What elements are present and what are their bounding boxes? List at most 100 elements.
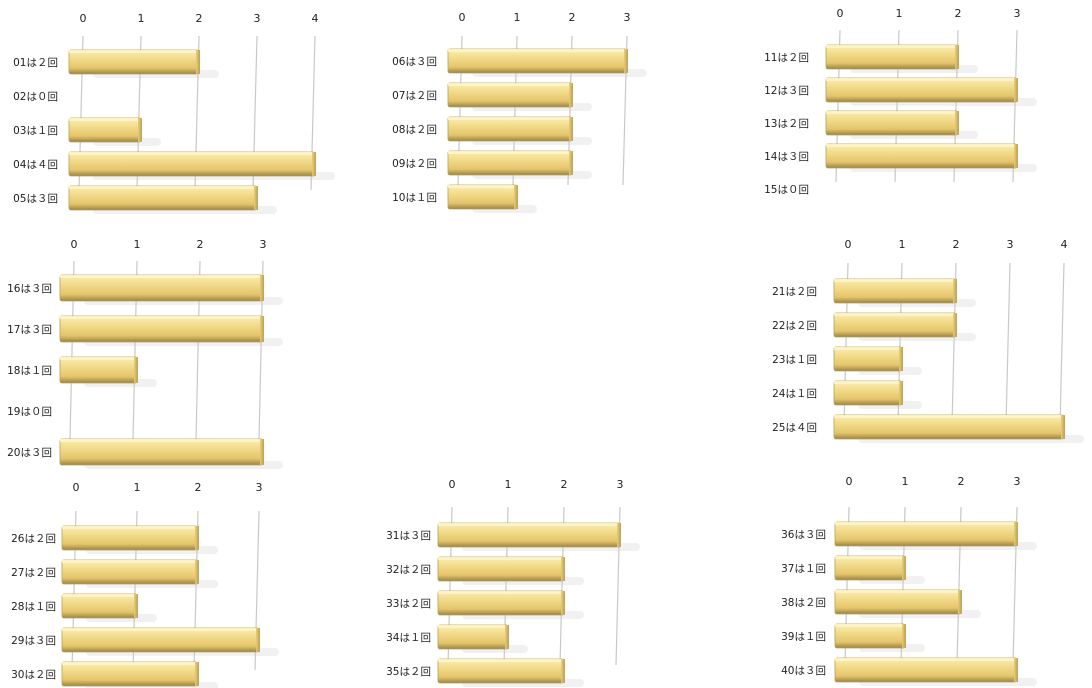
bar-body <box>447 184 518 210</box>
bar-chart-8: 0 1 2 3 36は３回 37は１回 38は２回 39は１回 40は３回 <box>781 475 1037 686</box>
category-label: 10は１回 <box>392 192 437 204</box>
category-label: 37は１回 <box>781 563 826 575</box>
tick-label: 1 <box>134 238 141 251</box>
bar <box>833 312 957 338</box>
bar-end-cap <box>134 357 138 383</box>
category-label: 18は１回 <box>7 365 52 377</box>
bar-body <box>825 77 1018 103</box>
bar-highlight <box>834 381 902 384</box>
bar-end-cap <box>561 591 565 615</box>
bar-highlight <box>60 357 137 360</box>
bar <box>68 151 316 177</box>
bar-body <box>59 356 138 384</box>
bar-highlight <box>834 279 956 282</box>
bar <box>833 380 903 406</box>
bar-body <box>68 151 316 177</box>
bar-highlight <box>448 83 572 86</box>
bar-body <box>833 380 903 406</box>
bar-end-cap <box>514 185 518 209</box>
tick-label: 2 <box>569 11 576 24</box>
bar-end-cap <box>955 45 959 69</box>
bar-body <box>61 525 199 551</box>
bar <box>68 49 200 75</box>
bar-body <box>437 590 565 616</box>
bar-end-cap <box>260 275 264 301</box>
category-label: 16は３回 <box>7 283 52 295</box>
tick-label: 3 <box>1014 7 1021 20</box>
bar-body <box>447 116 573 142</box>
bar-highlight <box>62 526 198 529</box>
category-label: 20は３回 <box>7 447 52 459</box>
bar-highlight <box>62 662 198 665</box>
bar <box>59 315 264 343</box>
tick-label: 0 <box>73 481 80 494</box>
bar <box>447 184 518 210</box>
bar-end-cap <box>899 381 903 405</box>
bar-body <box>61 627 260 653</box>
bar-body <box>59 315 264 343</box>
bar <box>825 77 1018 103</box>
tick-label: 4 <box>312 12 319 25</box>
category-label: 29は３回 <box>11 635 56 647</box>
bar-body <box>437 658 565 684</box>
tick-label: 3 <box>256 481 263 494</box>
bar-highlight <box>835 658 1017 661</box>
bar-end-cap <box>953 313 957 337</box>
bar-body <box>447 82 573 108</box>
bar-end-cap <box>958 590 962 614</box>
bar-body <box>833 312 957 338</box>
bar-body <box>68 49 200 75</box>
category-label: 02は０回 <box>13 91 58 103</box>
bar-end-cap <box>195 560 199 584</box>
bar-end-cap <box>902 624 906 648</box>
bar-highlight <box>438 523 620 526</box>
bar-highlight <box>69 118 141 121</box>
category-label: 14は３回 <box>764 151 809 163</box>
bar-body <box>834 521 1018 547</box>
bar-highlight <box>826 45 958 48</box>
bar-highlight <box>60 316 263 319</box>
gridline <box>1059 262 1065 426</box>
bar-end-cap <box>260 316 264 342</box>
bar-body <box>61 559 199 585</box>
tick-label: 1 <box>899 238 906 251</box>
bar <box>437 590 565 616</box>
tick-label: 3 <box>260 238 267 251</box>
bar-end-cap <box>196 50 200 74</box>
tick-label: 2 <box>197 238 204 251</box>
chart-panel-5: 0 1 2 3 4 21は２回 22は２回 23は１回 24は１回 25は４回 <box>740 225 1092 455</box>
bar-highlight <box>438 591 564 594</box>
category-label: 38は２回 <box>781 597 826 609</box>
bar-end-cap <box>569 151 573 175</box>
category-label: 34は１回 <box>386 632 431 644</box>
tick-label: 3 <box>1007 238 1014 251</box>
category-label: 12は３回 <box>764 85 809 97</box>
bar <box>833 346 903 372</box>
bar-end-cap <box>260 439 264 465</box>
bar-body <box>834 623 906 649</box>
category-label: 21は２回 <box>772 286 817 298</box>
bar <box>68 117 142 143</box>
bar-body <box>437 556 565 582</box>
bar-end-cap <box>505 625 509 649</box>
bar-highlight <box>834 415 1064 418</box>
bar-body <box>447 48 628 74</box>
bar-body <box>437 522 621 548</box>
bar-chart-5: 0 1 2 3 4 21は２回 22は２回 23は１回 24は１回 25は４回 <box>772 238 1084 443</box>
tick-label: 3 <box>617 478 624 491</box>
bar-highlight <box>69 152 315 155</box>
bar-highlight <box>448 117 572 120</box>
bar-end-cap <box>624 49 628 73</box>
tick-label: 0 <box>80 12 87 25</box>
bar-highlight <box>448 151 572 154</box>
tick-label: 0 <box>846 475 853 488</box>
bar-highlight <box>826 144 1017 147</box>
category-label: 05は３回 <box>13 193 58 205</box>
bar-chart-4: 0 1 2 3 16は３回 17は３回 18は１回 19は０回 20は３回 <box>7 238 283 469</box>
bar <box>447 116 573 142</box>
bar <box>834 521 1018 547</box>
bar-end-cap <box>256 628 260 652</box>
tick-label: 1 <box>902 475 909 488</box>
category-label: 17は３回 <box>7 324 52 336</box>
category-label: 32は２回 <box>386 564 431 576</box>
